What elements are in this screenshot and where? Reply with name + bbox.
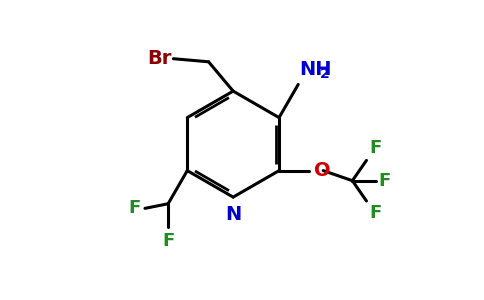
Text: F: F [369, 204, 382, 222]
Text: Br: Br [148, 49, 172, 68]
Text: O: O [315, 161, 331, 180]
Text: F: F [128, 200, 140, 217]
Text: F: F [379, 172, 391, 190]
Text: 2: 2 [320, 67, 330, 81]
Text: F: F [369, 140, 382, 158]
Text: F: F [162, 232, 174, 250]
Text: N: N [225, 206, 242, 224]
Text: NH: NH [300, 60, 332, 79]
